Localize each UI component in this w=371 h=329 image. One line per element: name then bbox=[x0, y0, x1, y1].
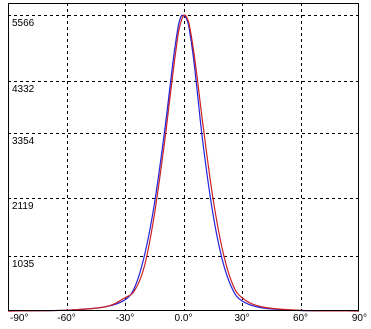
y-tick-label: 3354 bbox=[12, 136, 35, 147]
x-tick-label: -90° bbox=[10, 313, 28, 324]
series-line-2 bbox=[7, 14, 360, 312]
x-tick-label: 30° bbox=[234, 313, 249, 324]
x-tick-label: 0.0° bbox=[175, 313, 193, 324]
x-tick-label: 90° bbox=[352, 313, 367, 324]
y-tick-labels: 1035 2119 3354 4332 5566 bbox=[12, 18, 35, 270]
grid bbox=[8, 3, 359, 311]
y-tick-label: 1035 bbox=[12, 259, 35, 270]
x-tick-labels: -90° -60° -30° 0.0° 30° 60° 90° bbox=[10, 313, 367, 324]
x-tick-label: -30° bbox=[116, 313, 134, 324]
y-tick-label: 4332 bbox=[12, 84, 35, 95]
y-tick-label: 2119 bbox=[12, 201, 34, 212]
series-lines bbox=[7, 14, 360, 312]
series-line-1 bbox=[7, 14, 360, 312]
x-tick-label: -60° bbox=[57, 313, 75, 324]
plot-frame bbox=[8, 3, 359, 311]
y-tick-label: 5566 bbox=[12, 18, 35, 29]
x-tick-label: 60° bbox=[293, 313, 308, 324]
